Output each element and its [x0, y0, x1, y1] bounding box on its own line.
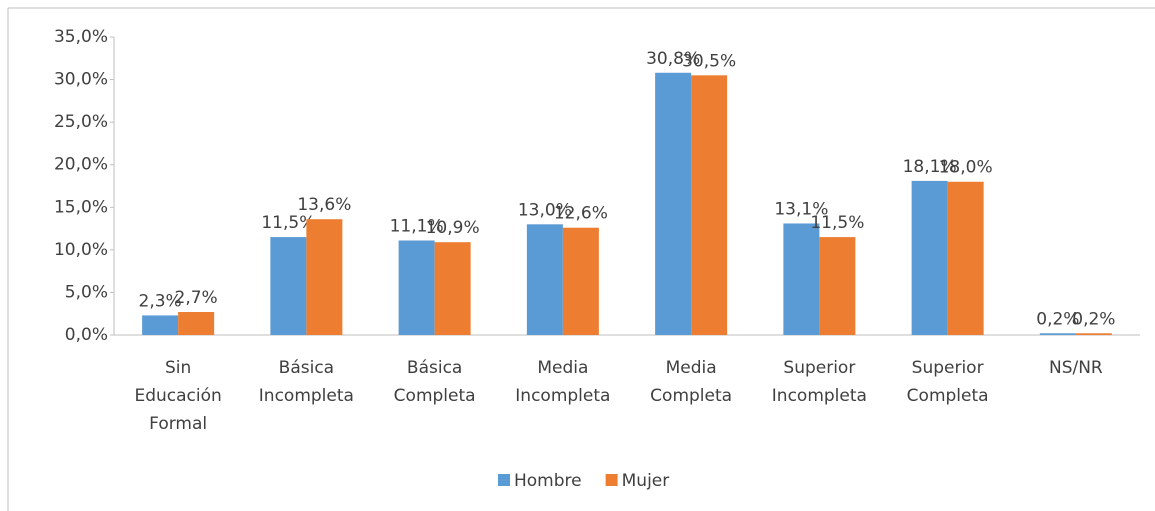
bar	[434, 242, 471, 335]
y-tick-label: 10,0%	[54, 240, 108, 260]
y-tick-label: 5,0%	[65, 282, 108, 302]
bar	[691, 75, 728, 336]
bar	[270, 237, 307, 335]
data-label: 30,5%	[682, 51, 736, 71]
legend-swatch	[498, 474, 510, 486]
y-tick-label: 30,0%	[54, 70, 108, 90]
data-label: 0,2%	[1036, 309, 1079, 329]
bar	[819, 237, 856, 335]
data-label: 13,1%	[774, 199, 828, 219]
y-tick-label: 0,0%	[65, 325, 108, 345]
bar	[947, 181, 984, 335]
data-label: 11,1%	[390, 216, 444, 236]
bar	[178, 312, 215, 335]
x-tick-label: Básica Incompleta	[259, 358, 354, 406]
bar	[655, 72, 692, 335]
bar	[911, 180, 948, 335]
data-label: 30,8%	[646, 49, 700, 69]
data-label: 11,5%	[261, 213, 315, 233]
legend-label: Hombre	[514, 471, 582, 491]
data-label: 13,0%	[518, 200, 572, 220]
y-tick-label: 35,0%	[54, 27, 108, 47]
data-label: 18,0%	[939, 158, 993, 178]
bar	[562, 227, 599, 335]
bar	[306, 219, 343, 335]
legend-swatch	[605, 474, 618, 486]
x-tick-label: Media Completa	[650, 358, 732, 406]
x-tick-label: Media Incompleta	[515, 358, 610, 406]
bar	[1075, 333, 1112, 335]
data-label: 0,2%	[1072, 309, 1115, 329]
bar	[1039, 333, 1076, 335]
legend-label: Mujer	[622, 471, 670, 491]
x-tick-label: Básica Completa	[394, 358, 476, 406]
data-label: 10,9%	[426, 218, 480, 238]
bar	[526, 224, 563, 335]
x-tick-label: Sin Educación Formal	[134, 358, 221, 434]
x-tick-label: Superior Completa	[907, 358, 989, 406]
x-tick-label: NS/NR	[1049, 358, 1103, 378]
x-tick-label: Superior Incompleta	[772, 358, 867, 406]
y-tick-label: 25,0%	[54, 112, 108, 132]
y-tick-label: 15,0%	[54, 197, 108, 217]
data-label: 11,5%	[810, 213, 864, 233]
bar	[142, 315, 179, 335]
y-tick-label: 20,0%	[54, 155, 108, 175]
data-label: 12,6%	[554, 204, 608, 224]
data-label: 2,3%	[139, 291, 182, 311]
bar	[398, 240, 435, 335]
data-label: 2,7%	[175, 288, 218, 308]
bar	[783, 223, 820, 335]
data-label: 18,1%	[903, 157, 957, 177]
data-label: 13,6%	[297, 195, 351, 215]
